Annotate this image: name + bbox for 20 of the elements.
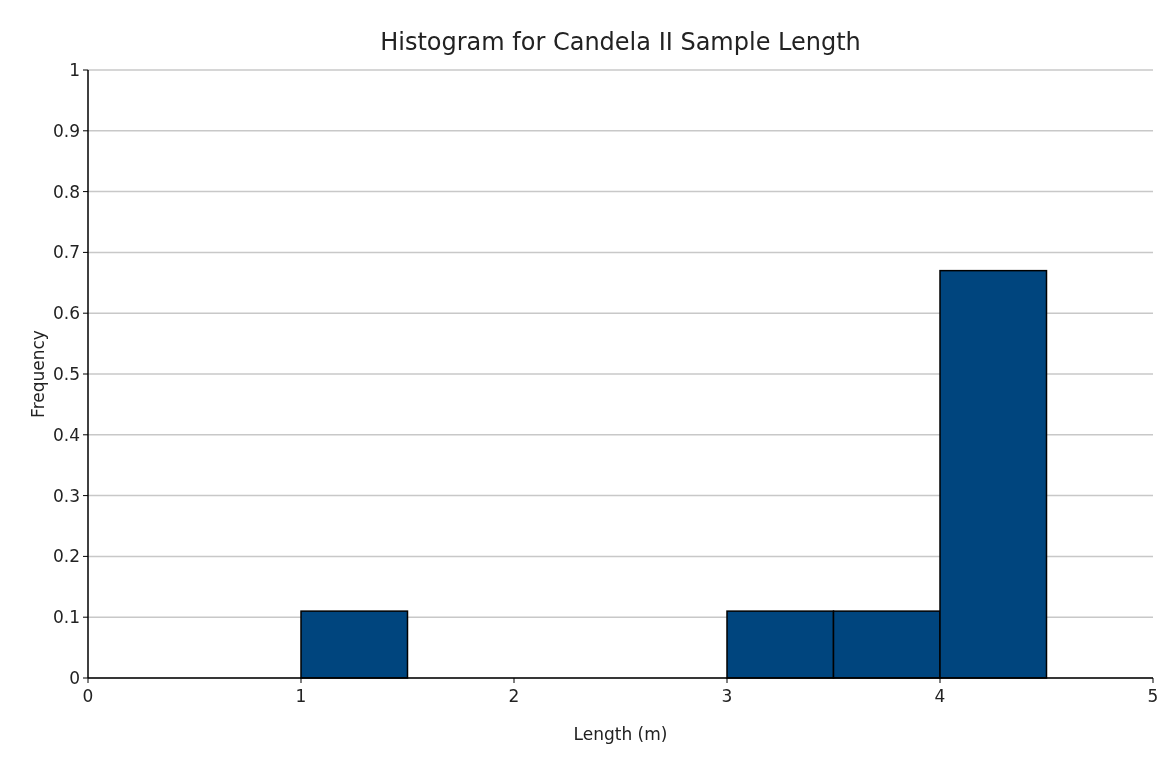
x-tick-label: 1 [295,686,307,706]
y-tick-label: 0.6 [52,303,80,324]
y-tick-label: 0.9 [52,120,80,141]
y-tick-label: 0.5 [52,363,80,384]
x-tick-label: 3 [721,686,733,706]
y-tick-label: 0.3 [52,485,80,506]
y-axis-title: Frequency [28,330,48,418]
x-tick-label: 4 [934,686,946,706]
x-tick-label: 0 [82,686,94,706]
y-tick-label: 0.2 [52,546,80,567]
x-tick-label: 5 [1147,686,1159,706]
y-tick-label: 0.4 [52,424,80,445]
y-tick-label: 0.8 [52,181,80,202]
x-axis-title: Length (m) [573,724,668,744]
x-tick-label: 2 [508,686,520,706]
y-tick-label: 1 [69,59,80,80]
y-tick-label: 0.7 [52,242,80,263]
y-tick-label: 0.1 [52,607,80,628]
chart-title: Histogram for Candela II Sample Length [380,28,861,56]
y-tick-label: 0 [69,667,80,688]
